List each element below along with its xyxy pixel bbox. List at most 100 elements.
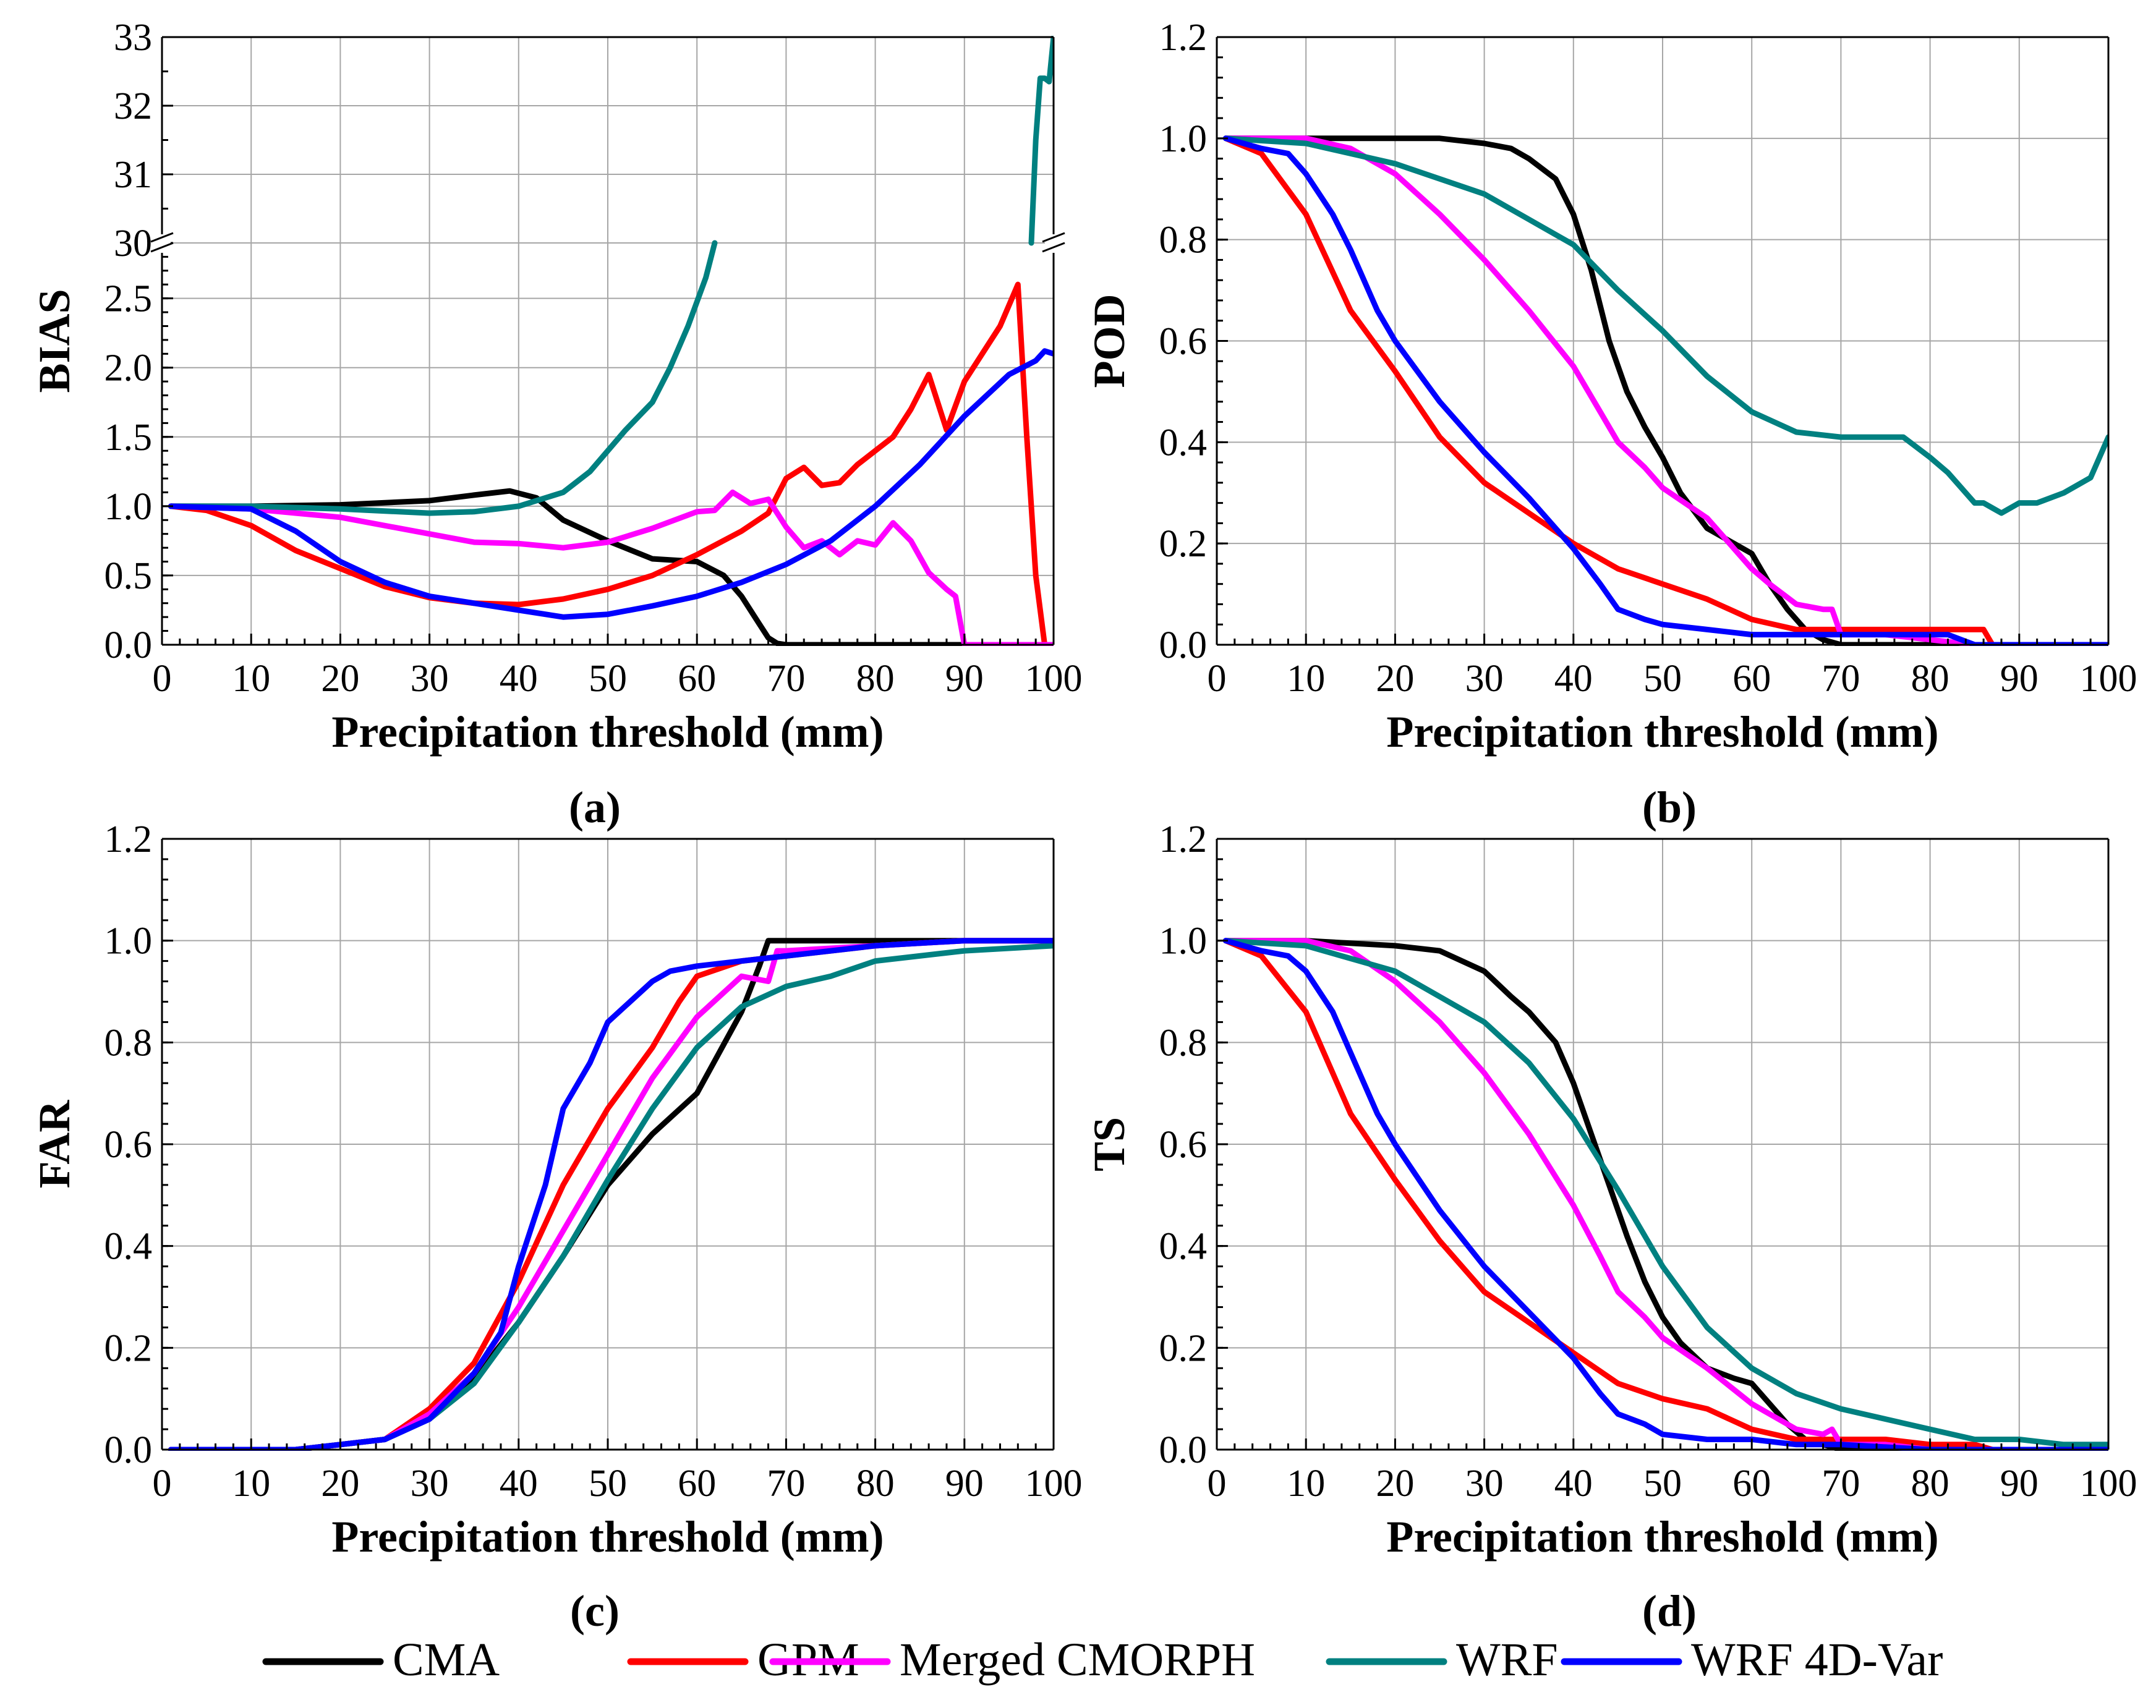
x-tick-label: 40: [1554, 658, 1593, 700]
x-tick-label: 100: [1025, 1463, 1083, 1505]
x-tick-label: 100: [2080, 1463, 2137, 1505]
x-tick-label: 70: [1822, 658, 1860, 700]
y-tick-label: 1.0: [1159, 920, 1208, 962]
x-axis-title: Precipitation threshold (mm): [331, 1512, 884, 1561]
x-tick-label: 0: [153, 658, 172, 700]
x-tick-label: 20: [1376, 1463, 1414, 1505]
y-tick-label: 0.6: [1159, 321, 1208, 363]
x-tick-label: 10: [232, 1463, 270, 1505]
series-line-cma: [1225, 138, 2108, 645]
series-line-wrf: [171, 243, 715, 513]
series-line-merged-cmorph: [171, 492, 1054, 645]
series-group: [1225, 941, 2108, 1450]
x-tick-label: 20: [321, 658, 359, 700]
y-tick-label: 1.0: [104, 920, 153, 962]
x-tick-label: 60: [1732, 1463, 1771, 1505]
y-tick-label: 0.4: [1159, 1226, 1208, 1268]
series-line-wrf: [1225, 941, 2108, 1445]
series-line-wrf-upper: [1031, 37, 1054, 243]
x-tick-label: 50: [589, 658, 627, 700]
legend-label: WRF 4D-Var: [1691, 1634, 1943, 1686]
y-axis-title: TS: [1084, 1117, 1134, 1171]
x-tick-label: 90: [2000, 1463, 2039, 1505]
y-tick-label: 0.8: [1159, 219, 1208, 261]
y-tick-label: 2.5: [104, 278, 153, 320]
legend: CMA GPM Merged CMORPH WRF WRF 4D-Var: [266, 1634, 1943, 1686]
panel-label: (a): [569, 783, 621, 832]
panel-label: (c): [570, 1586, 620, 1636]
panel-c-far: 0 10 20 30 40 50 60 70 80 90 100 0.0 0.2 0.4 0.6 0.8 1.0…: [30, 818, 1083, 1636]
y-tick-label: 0.0: [104, 624, 153, 666]
x-tick-label: 50: [1643, 1463, 1682, 1505]
panel-label: (d): [1642, 1586, 1697, 1636]
x-tick-label: 30: [1465, 658, 1504, 700]
x-axis-title: Precipitation threshold (mm): [1386, 707, 1938, 757]
y-tick-label: 0.5: [104, 555, 153, 597]
x-tick-label: 60: [678, 658, 716, 700]
x-tick-label: 40: [1554, 1463, 1593, 1505]
y-tick-label: 0.6: [1159, 1124, 1208, 1166]
y-tick-label: 31: [114, 154, 152, 196]
x-tick-label: 10: [1287, 1463, 1325, 1505]
x-tick-label: 70: [767, 658, 805, 700]
y-tick-label: 0.8: [1159, 1022, 1208, 1064]
y-tick-label: 30: [114, 223, 152, 265]
x-tick-label: 10: [1287, 658, 1325, 700]
x-tick-label: 30: [411, 658, 449, 700]
y-tick-label: 0.2: [104, 1327, 153, 1369]
x-tick-label: 0: [1208, 658, 1227, 700]
x-tick-label: 100: [2080, 658, 2137, 700]
x-tick-label: 30: [411, 1463, 449, 1505]
y-tick-label: 0.8: [104, 1022, 153, 1064]
y-tick-label: 32: [114, 85, 152, 127]
x-tick-label: 90: [2000, 658, 2039, 700]
x-axis-title: Precipitation threshold (mm): [331, 707, 884, 757]
x-tick-label: 40: [500, 658, 538, 700]
y-axis-title: POD: [1084, 294, 1134, 388]
series-group: [1225, 138, 2108, 645]
x-tick-label: 80: [856, 658, 895, 700]
x-tick-label: 50: [1643, 658, 1682, 700]
x-tick-label: 70: [767, 1463, 805, 1505]
x-tick-label: 90: [945, 1463, 984, 1505]
x-tick-label: 20: [321, 1463, 359, 1505]
y-tick-label: 0.0: [1159, 1429, 1208, 1471]
y-tick-label: 33: [114, 17, 152, 59]
y-tick-label: 1.2: [104, 818, 153, 860]
panel-a-bias: 0 10 20 30 40 50 60 70 80 90 100 0.0 0.5 1.0 1.5 2.0 2.5…: [30, 17, 1083, 832]
x-tick-label: 20: [1376, 658, 1414, 700]
x-tick-label: 80: [1911, 1463, 1949, 1505]
legend-label: WRF: [1456, 1634, 1558, 1686]
x-tick-label: 40: [500, 1463, 538, 1505]
figure: 0 10 20 30 40 50 60 70 80 90 1000.00.51.01.52.02.5…: [0, 0, 2156, 1708]
y-axis-title: BIAS: [30, 289, 79, 393]
y-tick-label: 0.4: [104, 1226, 153, 1268]
series-line-wrf-4d-var: [1225, 138, 2108, 645]
x-tick-label: 80: [856, 1463, 895, 1505]
y-tick-label: 0.4: [1159, 422, 1208, 464]
x-tick-label: 60: [1732, 658, 1771, 700]
series-line-cma: [1225, 941, 2108, 1450]
y-tick-label: 0.0: [104, 1429, 153, 1471]
series-group: [171, 37, 1054, 645]
series-group: [171, 941, 1054, 1450]
panel-d-ts: 0 10 20 30 40 50 60 70 80 90 1000.00.20.40.60.81.0…: [1084, 818, 2137, 1636]
x-tick-label: 0: [153, 1463, 172, 1505]
series-line-merged-cmorph: [1225, 138, 2108, 645]
y-tick-label: 1.0: [1159, 118, 1208, 160]
x-tick-label: 0: [1208, 1463, 1227, 1505]
panel-label: (b): [1642, 783, 1697, 832]
y-tick-label: 2.0: [104, 347, 153, 389]
series-line-wrf-4d-var: [171, 941, 1054, 1450]
x-axis-title: Precipitation threshold (mm): [1386, 1512, 1938, 1561]
y-axis-title: FAR: [30, 1100, 79, 1189]
series-line-merged-cmorph: [1225, 941, 2108, 1450]
y-tick-label: 0.0: [1159, 624, 1208, 666]
y-tick-label: 1.2: [1159, 818, 1208, 860]
y-tick-label: 1.5: [104, 417, 153, 459]
x-tick-label: 90: [945, 658, 984, 700]
x-tick-label: 30: [1465, 1463, 1504, 1505]
series-line-wrf: [1225, 138, 2108, 513]
x-tick-label: 10: [232, 658, 270, 700]
panel-b-pod: 0 10 20 30 40 50 60 70 80 90 100 0.0 0.2 0.4 0.6 0.8 1.0…: [1084, 17, 2137, 832]
